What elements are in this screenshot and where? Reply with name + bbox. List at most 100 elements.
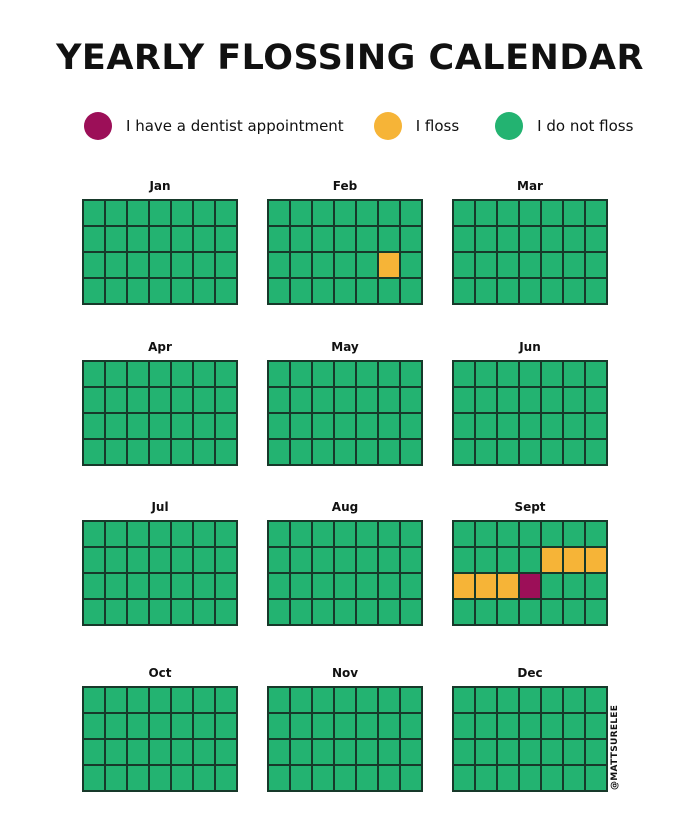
day-cell-no-floss (497, 361, 519, 387)
day-cell-no-floss (83, 252, 105, 278)
day-cell-no-floss (193, 547, 215, 573)
legend: I have a dentist appointment I floss I d… (84, 112, 633, 140)
day-cell-no-floss (149, 226, 171, 252)
day-cell-no-floss (356, 226, 378, 252)
day-cell-no-floss (356, 439, 378, 465)
day-cell-no-floss (400, 547, 422, 573)
month-grid (82, 686, 238, 792)
day-cell-no-floss (83, 413, 105, 439)
day-cell-no-floss (334, 413, 356, 439)
day-cell-no-floss (149, 573, 171, 599)
day-cell-no-floss (563, 252, 585, 278)
day-cell-no-floss (83, 599, 105, 625)
day-cell-no-floss (312, 739, 334, 765)
day-cell-no-floss (453, 521, 475, 547)
day-cell-no-floss (563, 387, 585, 413)
day-cell-no-floss (149, 765, 171, 791)
day-cell-no-floss (105, 278, 127, 304)
day-cell-no-floss (475, 226, 497, 252)
day-cell-no-floss (127, 278, 149, 304)
month-grid (452, 360, 608, 466)
day-cell-no-floss (127, 573, 149, 599)
day-cell-no-floss (312, 200, 334, 226)
day-cell-no-floss (541, 739, 563, 765)
day-cell-no-floss (149, 439, 171, 465)
day-cell-no-floss (356, 200, 378, 226)
day-cell-no-floss (268, 387, 290, 413)
day-cell-no-floss (541, 439, 563, 465)
day-cell-no-floss (127, 713, 149, 739)
day-cell-no-floss (378, 765, 400, 791)
day-cell-no-floss (268, 521, 290, 547)
day-cell-no-floss (475, 713, 497, 739)
month-oct: Oct (82, 666, 238, 792)
day-cell-no-floss (334, 713, 356, 739)
month-nov: Nov (267, 666, 423, 792)
day-cell-no-floss (563, 687, 585, 713)
day-cell-no-floss (585, 573, 607, 599)
day-cell-no-floss (519, 387, 541, 413)
day-cell-no-floss (312, 599, 334, 625)
day-cell-no-floss (378, 687, 400, 713)
day-cell-no-floss (400, 252, 422, 278)
day-cell-no-floss (193, 200, 215, 226)
day-cell-no-floss (268, 413, 290, 439)
day-cell-no-floss (171, 361, 193, 387)
day-cell-no-floss (585, 765, 607, 791)
day-cell-no-floss (105, 413, 127, 439)
day-cell-no-floss (127, 252, 149, 278)
day-cell-no-floss (83, 713, 105, 739)
day-cell-no-floss (171, 599, 193, 625)
day-cell-no-floss (400, 413, 422, 439)
legend-label: I do not floss (537, 117, 634, 135)
day-cell-no-floss (475, 439, 497, 465)
day-cell-no-floss (290, 521, 312, 547)
day-cell-no-floss (171, 573, 193, 599)
day-cell-no-floss (356, 547, 378, 573)
month-grid (452, 199, 608, 305)
day-cell-no-floss (541, 599, 563, 625)
day-cell-no-floss (585, 361, 607, 387)
day-cell-no-floss (290, 278, 312, 304)
day-cell-no-floss (453, 599, 475, 625)
day-cell-no-floss (290, 765, 312, 791)
day-cell-no-floss (378, 200, 400, 226)
day-cell-no-floss (453, 413, 475, 439)
day-cell-no-floss (268, 573, 290, 599)
day-cell-no-floss (312, 278, 334, 304)
month-may: May (267, 340, 423, 466)
day-cell-no-floss (585, 200, 607, 226)
day-cell-no-floss (475, 200, 497, 226)
day-cell-no-floss (585, 439, 607, 465)
day-cell-no-floss (215, 573, 237, 599)
day-cell-floss (453, 573, 475, 599)
day-cell-no-floss (475, 521, 497, 547)
day-cell-no-floss (541, 200, 563, 226)
month-aug: Aug (267, 500, 423, 626)
day-cell-no-floss (171, 278, 193, 304)
day-cell-no-floss (149, 361, 171, 387)
day-cell-no-floss (378, 413, 400, 439)
day-cell-floss (541, 547, 563, 573)
day-cell-no-floss (519, 200, 541, 226)
day-cell-no-floss (312, 439, 334, 465)
day-cell-floss (378, 252, 400, 278)
day-cell-no-floss (334, 226, 356, 252)
day-cell-no-floss (83, 361, 105, 387)
day-cell-no-floss (453, 439, 475, 465)
day-cell-no-floss (83, 573, 105, 599)
day-cell-no-floss (585, 252, 607, 278)
day-cell-no-floss (356, 713, 378, 739)
day-cell-no-floss (334, 547, 356, 573)
day-cell-no-floss (105, 200, 127, 226)
day-cell-no-floss (105, 361, 127, 387)
day-cell-no-floss (475, 252, 497, 278)
day-cell-no-floss (127, 226, 149, 252)
day-cell-no-floss (497, 200, 519, 226)
day-cell-no-floss (378, 739, 400, 765)
day-cell-no-floss (585, 413, 607, 439)
day-cell-no-floss (83, 521, 105, 547)
day-cell-no-floss (215, 547, 237, 573)
month-grid (82, 360, 238, 466)
day-cell-no-floss (400, 439, 422, 465)
